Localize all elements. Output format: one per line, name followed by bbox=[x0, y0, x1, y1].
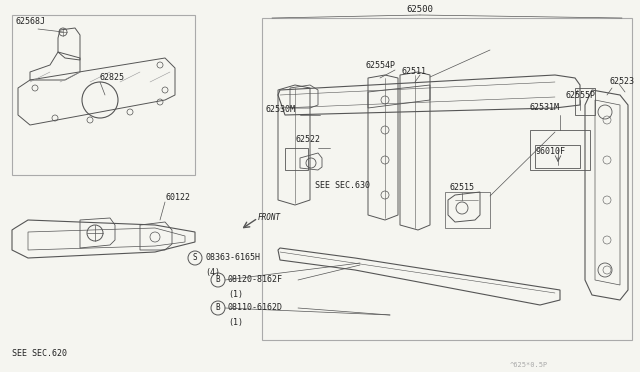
Text: 60122: 60122 bbox=[165, 193, 190, 202]
Text: 62555P: 62555P bbox=[565, 90, 595, 99]
Text: 08120-8162F: 08120-8162F bbox=[228, 276, 283, 285]
Text: 62500: 62500 bbox=[406, 6, 433, 15]
Text: 62523: 62523 bbox=[610, 77, 635, 87]
Text: (1): (1) bbox=[228, 317, 243, 327]
Text: 08363-6165H: 08363-6165H bbox=[205, 253, 260, 263]
Text: FRONT: FRONT bbox=[258, 214, 281, 222]
Text: 62554P: 62554P bbox=[365, 61, 395, 70]
Text: 62511: 62511 bbox=[402, 67, 427, 77]
Text: S: S bbox=[193, 253, 197, 263]
Text: 08110-6162D: 08110-6162D bbox=[228, 304, 283, 312]
Text: SEE SEC.620: SEE SEC.620 bbox=[12, 349, 67, 357]
Text: 62515: 62515 bbox=[450, 183, 475, 192]
Text: B: B bbox=[216, 304, 220, 312]
Text: 62530M: 62530M bbox=[265, 106, 295, 115]
Text: 62531M: 62531M bbox=[530, 103, 560, 112]
Text: 62522: 62522 bbox=[295, 135, 320, 144]
Text: 62825: 62825 bbox=[100, 74, 125, 83]
Text: 96010F: 96010F bbox=[535, 148, 565, 157]
Text: (4): (4) bbox=[205, 267, 220, 276]
Text: (1): (1) bbox=[228, 289, 243, 298]
Text: ^625*0.5P: ^625*0.5P bbox=[510, 362, 548, 368]
Text: SEE SEC.630: SEE SEC.630 bbox=[315, 180, 370, 189]
Text: B: B bbox=[216, 276, 220, 285]
Text: 62568J: 62568J bbox=[16, 17, 46, 26]
